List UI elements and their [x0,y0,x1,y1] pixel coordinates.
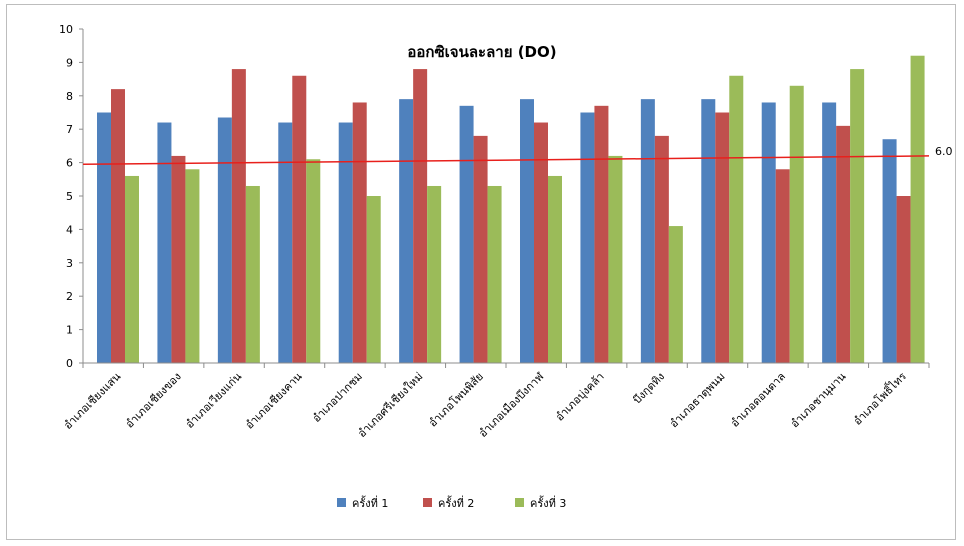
bar-3-7 [487,185,502,363]
x-tick-label: อำเภอเชียงแสน [61,370,123,432]
bar-2-7 [473,135,488,363]
y-tick-label: 9 [66,56,73,69]
y-tick-label: 10 [59,23,73,36]
bar-1-9 [580,112,595,363]
reference-line-label: 6.0 [935,145,953,158]
bar-3-1 [125,175,139,363]
bar-3-6 [427,185,442,363]
bar-2-12 [775,169,790,363]
x-tick-label: อำเภอชานุมาน [788,370,849,431]
bar-2-5 [352,102,367,363]
x-tick-label: อำเภอดอนตาล [728,370,788,430]
bar-3-8 [548,175,562,363]
bar-3-12 [789,85,804,363]
bar-3-14 [910,55,925,363]
x-tick-label: อำเภอเมืองบึงกาฬ [476,370,546,440]
bar-1-11 [701,99,716,363]
y-tick-label: 0 [66,357,73,370]
do-bar-chart: ออกซิเจนละลาย (DO) 0 1 2 3 4 5 6 7 8 9 10 6.0 อำเภ… [59,23,953,510]
y-axis: 0 1 2 3 4 5 6 7 8 9 10 [59,23,84,370]
bar-3-11 [729,75,744,363]
y-tick-label: 2 [66,290,73,303]
bar-1-3 [217,117,232,363]
bar-2-3 [231,69,246,363]
legend-label-1: ครั้งที่ 1 [352,495,388,510]
bar-1-6 [399,99,414,363]
bar-2-13 [836,125,851,363]
y-tick-label: 4 [66,223,73,236]
bar-2-4 [292,75,307,363]
bars [97,55,925,364]
bar-3-3 [245,185,260,363]
legend: ครั้งที่ 1 ครั้งที่ 2 ครั้งที่ 3 [337,495,566,510]
x-axis: อำเภอเชียงแสน อำเภอเชียงของ อำเภอเวียงแก่น… [61,362,930,440]
chart-title: ออกซิเจนละลาย (DO) [407,43,556,61]
x-tick-label: อำเภอบุ่งคล้า [553,370,607,424]
y-tick-label: 6 [66,157,73,170]
reference-line-group: 6.0 [82,145,953,166]
x-tick-label: บึงกุดทิง [631,370,668,407]
x-tick-label: อำเภอเชียงของ [123,370,184,431]
bar-2-9 [594,105,609,363]
bar-1-1 [97,112,111,363]
x-tick-label: อำเภอโพธิ์ไทร [850,368,909,427]
chart-frame: ออกซิเจนละลาย (DO) 0 1 2 3 4 5 6 7 8 9 10 6.0 อำเภ… [6,4,956,540]
y-tick-label: 8 [66,90,73,103]
bar-3-9 [608,155,623,363]
legend-label-2: ครั้งที่ 2 [438,495,474,510]
bar-3-5 [366,196,381,363]
bar-3-2 [185,169,200,363]
y-tick-label: 5 [66,190,73,203]
bar-1-4 [278,122,293,364]
y-tick-label: 1 [66,324,73,337]
x-tick-label: อำเภอปากชม [310,370,365,425]
bar-1-12 [761,102,776,363]
bar-1-14 [882,139,897,363]
legend-swatch-2 [423,498,432,507]
reference-line [82,155,930,166]
bar-3-13 [850,69,865,363]
bar-3-4 [306,159,321,363]
bar-2-10 [654,135,669,363]
bar-2-1 [111,89,125,364]
x-tick-label: อำเภอศรีเชียงใหม่ [355,370,425,440]
legend-label-3: ครั้งที่ 3 [530,495,566,510]
x-tick-label: อำเภอเวียงแก่น [183,370,244,431]
bar-1-13 [822,102,837,363]
x-tick-label: อำเภอโพนพิสัย [425,369,485,429]
x-tick-label: อำเภอธาตุพนม [667,370,727,430]
bar-1-5 [338,122,353,364]
legend-swatch-3 [515,498,524,507]
bar-2-6 [413,69,428,363]
bar-1-2 [157,122,172,364]
x-tick-label: อำเภอเชียงคาน [243,370,305,432]
y-tick-label: 7 [66,123,73,136]
legend-swatch-1 [337,498,346,507]
bar-2-2 [171,155,186,363]
y-tick-label: 3 [66,257,73,270]
bar-3-10 [668,226,683,363]
bar-2-8 [534,122,548,364]
bar-2-11 [715,112,730,363]
bar-1-10 [640,99,655,363]
bar-2-14 [896,196,911,363]
bar-1-7 [459,105,474,363]
bar-1-8 [520,99,534,363]
